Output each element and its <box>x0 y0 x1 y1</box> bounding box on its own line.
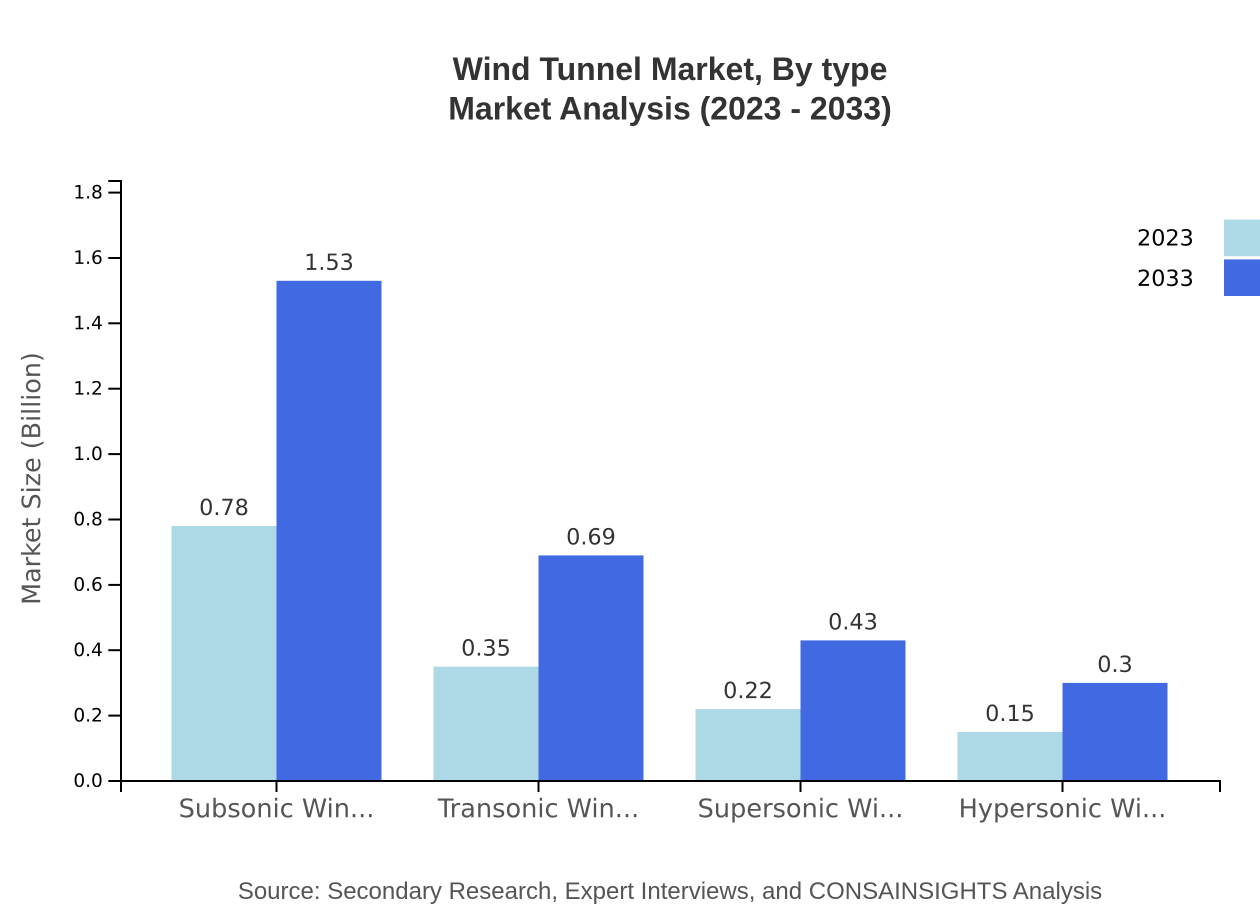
svg-text:Wind Tunnel Market, By type: Wind Tunnel Market, By type <box>453 51 888 87</box>
svg-text:Market Analysis (2023 - 2033): Market Analysis (2023 - 2033) <box>448 91 892 127</box>
svg-text:Source: Secondary Research, Ex: Source: Secondary Research, Expert Inter… <box>238 878 1102 905</box>
